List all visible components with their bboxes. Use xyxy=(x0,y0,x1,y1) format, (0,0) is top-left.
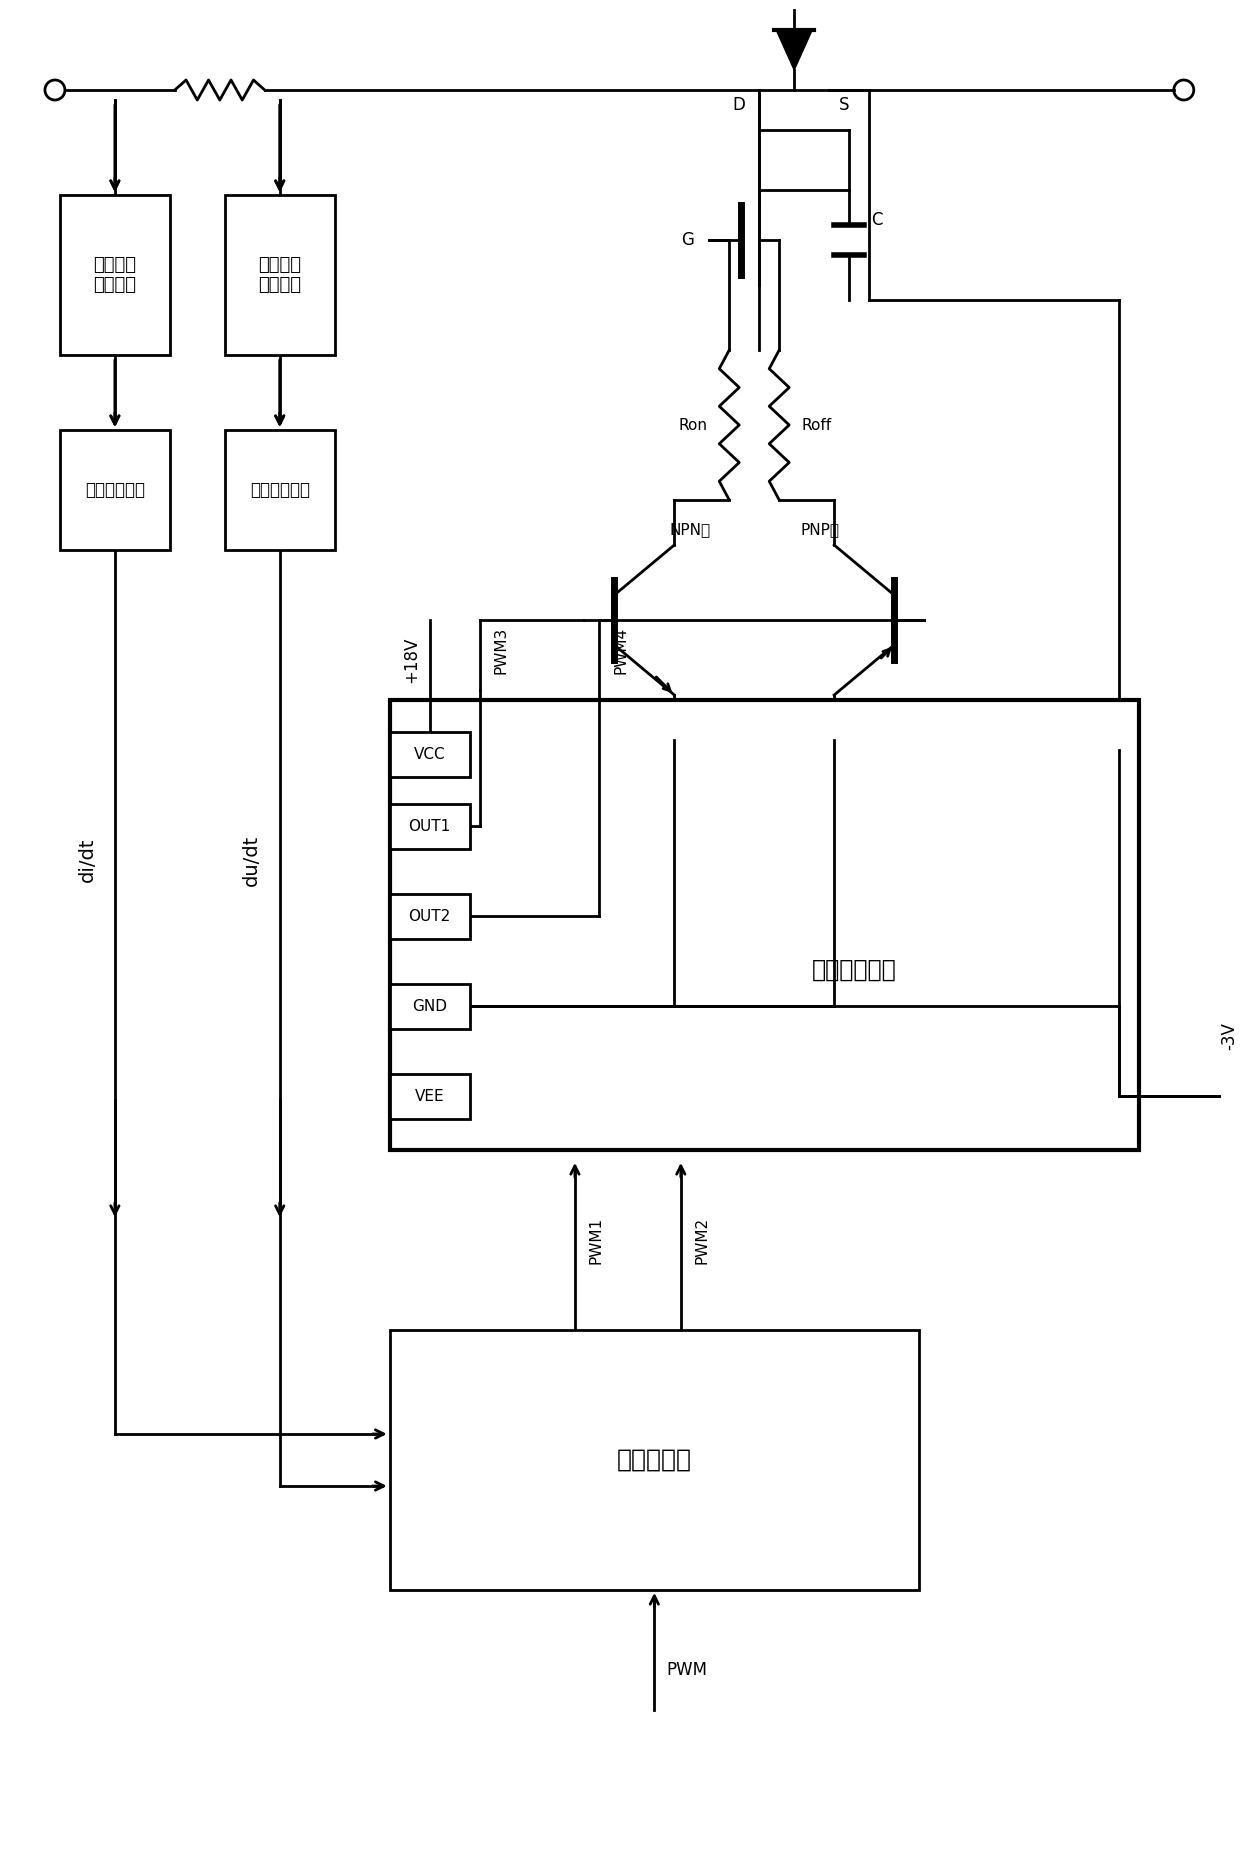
Bar xyxy=(224,430,335,549)
Bar xyxy=(60,430,170,549)
Text: G: G xyxy=(682,232,694,249)
Text: VCC: VCC xyxy=(414,748,445,763)
Text: 隔离放大电路: 隔离放大电路 xyxy=(812,959,897,981)
Text: PWM1: PWM1 xyxy=(589,1217,604,1263)
Text: 电流微分电路: 电流微分电路 xyxy=(84,480,145,499)
Bar xyxy=(389,893,470,938)
Text: di/dt: di/dt xyxy=(77,837,97,882)
Text: PWM2: PWM2 xyxy=(694,1217,709,1263)
Bar xyxy=(224,194,335,355)
Bar xyxy=(389,1331,919,1591)
Text: du/dt: du/dt xyxy=(242,834,262,886)
Text: 电压隔离
采样电路: 电压隔离 采样电路 xyxy=(258,256,301,295)
Text: Ron: Ron xyxy=(678,417,707,432)
Text: S: S xyxy=(839,95,849,114)
Text: Roff: Roff xyxy=(801,417,831,432)
Text: VEE: VEE xyxy=(414,1090,444,1105)
Text: D: D xyxy=(733,95,745,114)
Bar xyxy=(389,983,470,1030)
Text: 电流隔离
采样电路: 电流隔离 采样电路 xyxy=(93,256,136,295)
Text: PNP管: PNP管 xyxy=(800,523,839,538)
Bar xyxy=(389,1075,470,1120)
Polygon shape xyxy=(776,30,812,69)
Bar xyxy=(389,733,470,778)
Bar xyxy=(389,701,1138,1149)
Text: 电压微分电路: 电压微分电路 xyxy=(249,480,310,499)
Text: OUT1: OUT1 xyxy=(408,819,450,834)
Text: PWM4: PWM4 xyxy=(614,626,629,673)
Text: PWM: PWM xyxy=(666,1662,707,1678)
Bar xyxy=(60,194,170,355)
Text: NPN管: NPN管 xyxy=(670,523,711,538)
Text: GND: GND xyxy=(412,1000,448,1015)
Text: PWM3: PWM3 xyxy=(494,626,508,673)
Text: C: C xyxy=(872,211,883,230)
Text: OUT2: OUT2 xyxy=(408,908,450,923)
Text: 嵌入式系统: 嵌入式系统 xyxy=(616,1448,692,1473)
Text: -3V: -3V xyxy=(1220,1022,1238,1050)
Bar xyxy=(389,804,470,849)
Text: +18V: +18V xyxy=(403,637,420,684)
